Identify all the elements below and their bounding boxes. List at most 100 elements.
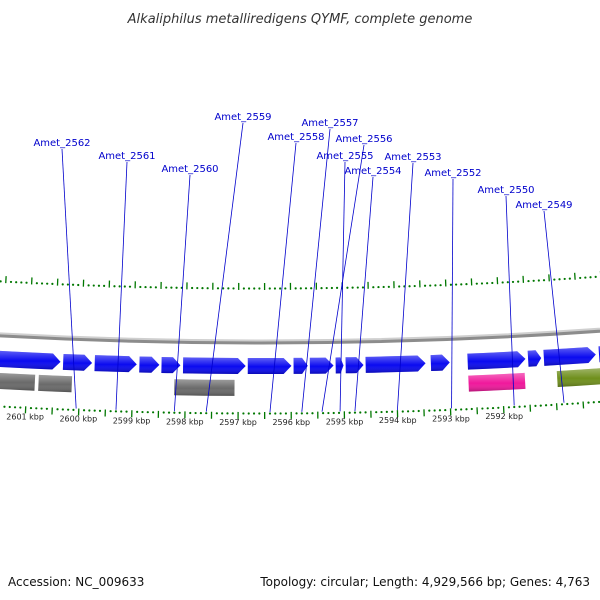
gene-label[interactable]: Amet_2550	[477, 185, 534, 196]
outer-ruler-dot	[125, 410, 128, 413]
label-leaders	[61, 122, 565, 413]
outer-ruler-dot	[353, 411, 357, 414]
inner-ruler-dot	[61, 283, 64, 286]
outer-ruler-dot	[401, 410, 404, 413]
inner-ruler-dot	[258, 287, 261, 290]
gene-label[interactable]: Amet_2557	[301, 118, 358, 129]
inner-ruler-dot	[165, 286, 168, 289]
gene-label[interactable]: Amet_2552	[424, 168, 481, 179]
accession-text: Accession: NC_009633	[8, 575, 144, 589]
cds-arrow-shading	[62, 353, 93, 371]
label-leader-line	[451, 178, 454, 409]
inner-ruler-dot	[304, 287, 308, 290]
kbp-label: 2596 kbp	[272, 418, 310, 427]
inner-ruler-dot	[97, 284, 101, 287]
kbp-labels: 2601 kbp 2600 kbp 2599 kbp 2598 kbp 2597 kbp…	[6, 412, 523, 427]
kbp-label: 2592 kbp	[485, 412, 523, 421]
outer-ruler-dot	[295, 412, 298, 415]
outer-ruler-dot	[226, 412, 229, 415]
gene-label[interactable]: Amet_2558	[267, 132, 324, 143]
outer-ruler-dot	[321, 412, 325, 415]
inner-ruler-dot	[139, 285, 142, 289]
outer-ruler-dot	[348, 411, 351, 414]
outer-ruler-dot	[45, 407, 49, 410]
outer-ruler-dot	[194, 411, 197, 415]
rna-feature-bar-shading	[556, 368, 600, 388]
gene-label[interactable]: Amet_2555	[316, 151, 373, 162]
outer-ruler-dot	[444, 408, 447, 412]
kbp-label: 2599 kbp	[113, 416, 151, 425]
label-leader-line	[269, 142, 297, 413]
outer-ruler-dot	[8, 405, 11, 409]
outer-ruler-dot	[61, 408, 64, 411]
gene-label[interactable]: Amet_2559	[214, 112, 271, 123]
cds-arrow-shading	[335, 357, 344, 374]
outer-ruler-dot	[592, 401, 595, 404]
outer-ruler-dot	[587, 401, 590, 404]
inner-ruler-dot	[455, 283, 458, 286]
inner-ruler-dot	[242, 287, 245, 290]
gene-label[interactable]: Amet_2554	[344, 166, 401, 177]
outer-ruler-dot	[178, 411, 181, 414]
inner-ruler-dot	[310, 287, 313, 290]
outer-ruler-dot	[67, 408, 70, 411]
inner-ruler-dot	[423, 284, 427, 287]
outer-ruler-dot	[141, 410, 144, 414]
gene-label[interactable]: Amet_2556	[335, 134, 392, 145]
label-leader-line	[339, 161, 346, 412]
outer-ruler-dot	[221, 412, 224, 415]
cds-arrow-shading	[139, 356, 160, 373]
inner-ruler-dot	[532, 279, 535, 282]
inner-ruler-dot	[377, 285, 380, 289]
outer-ruler-dot	[136, 410, 139, 414]
outer-ruler-dot	[359, 411, 362, 414]
inner-ruler-dot	[46, 282, 49, 285]
inner-ruler-dot	[475, 282, 478, 285]
outer-ruler-dot	[56, 408, 59, 411]
cds-arrow-shading	[527, 350, 542, 367]
kbp-label: 2593 kbp	[432, 414, 470, 423]
outer-ruler-dot	[152, 411, 155, 414]
inner-ruler-dot	[227, 287, 230, 290]
outer-ruler-dot	[109, 410, 112, 413]
inner-ruler-dot	[206, 287, 209, 290]
outer-ruler-dot	[93, 409, 96, 412]
kbp-label: 2598 kbp	[166, 417, 204, 426]
inner-ruler-dot	[361, 286, 365, 289]
map-title: Alkaliphilus metalliredigens QYMF, compl…	[127, 12, 473, 27]
cds-arrow-shading	[94, 355, 137, 373]
outer-ruler-dot	[417, 409, 420, 413]
outer-ruler-dot	[364, 411, 367, 414]
inner-ruler-dot	[71, 283, 75, 286]
outer-ruler-dot	[491, 406, 495, 410]
outer-ruler-dot	[40, 407, 43, 410]
kbp-label: 2601 kbp	[6, 412, 44, 421]
outer-ruler-dot	[268, 412, 272, 415]
gene-label[interactable]: Amet_2562	[33, 138, 90, 149]
inner-ruler-dot	[589, 276, 592, 279]
inner-ruler-dot	[299, 287, 302, 290]
gene-label[interactable]: Amet_2549	[515, 200, 572, 211]
inner-ruler-dot	[506, 281, 509, 284]
gene-label[interactable]: Amet_2561	[98, 151, 155, 162]
pseudogene-bar-shading	[0, 372, 36, 391]
kbp-label: 2595 kbp	[326, 417, 364, 426]
gene-label[interactable]: Amet_2553	[384, 152, 441, 163]
outer-ruler-dot	[433, 409, 436, 412]
inner-ruler-dot	[568, 277, 571, 280]
inner-ruler-dot	[542, 279, 546, 282]
outer-ruler-dot	[337, 411, 341, 414]
inner-ruler-dot	[279, 287, 282, 290]
inner-ruler-dot	[387, 285, 390, 288]
outer-ruler-dot	[550, 403, 553, 407]
inner-ruler-dot	[486, 282, 489, 285]
inner-ruler-dot	[382, 285, 385, 289]
inner-ruler-dot	[434, 284, 437, 287]
outer-ruler-dot	[231, 412, 234, 415]
inner-ruler-dot	[123, 285, 126, 288]
outer-ruler-dot	[544, 404, 548, 407]
gene-label[interactable]: Amet_2560	[161, 164, 218, 175]
label-leader-line	[543, 210, 565, 403]
outer-ruler-dot	[146, 411, 149, 414]
outer-ruler-dot	[279, 412, 282, 415]
